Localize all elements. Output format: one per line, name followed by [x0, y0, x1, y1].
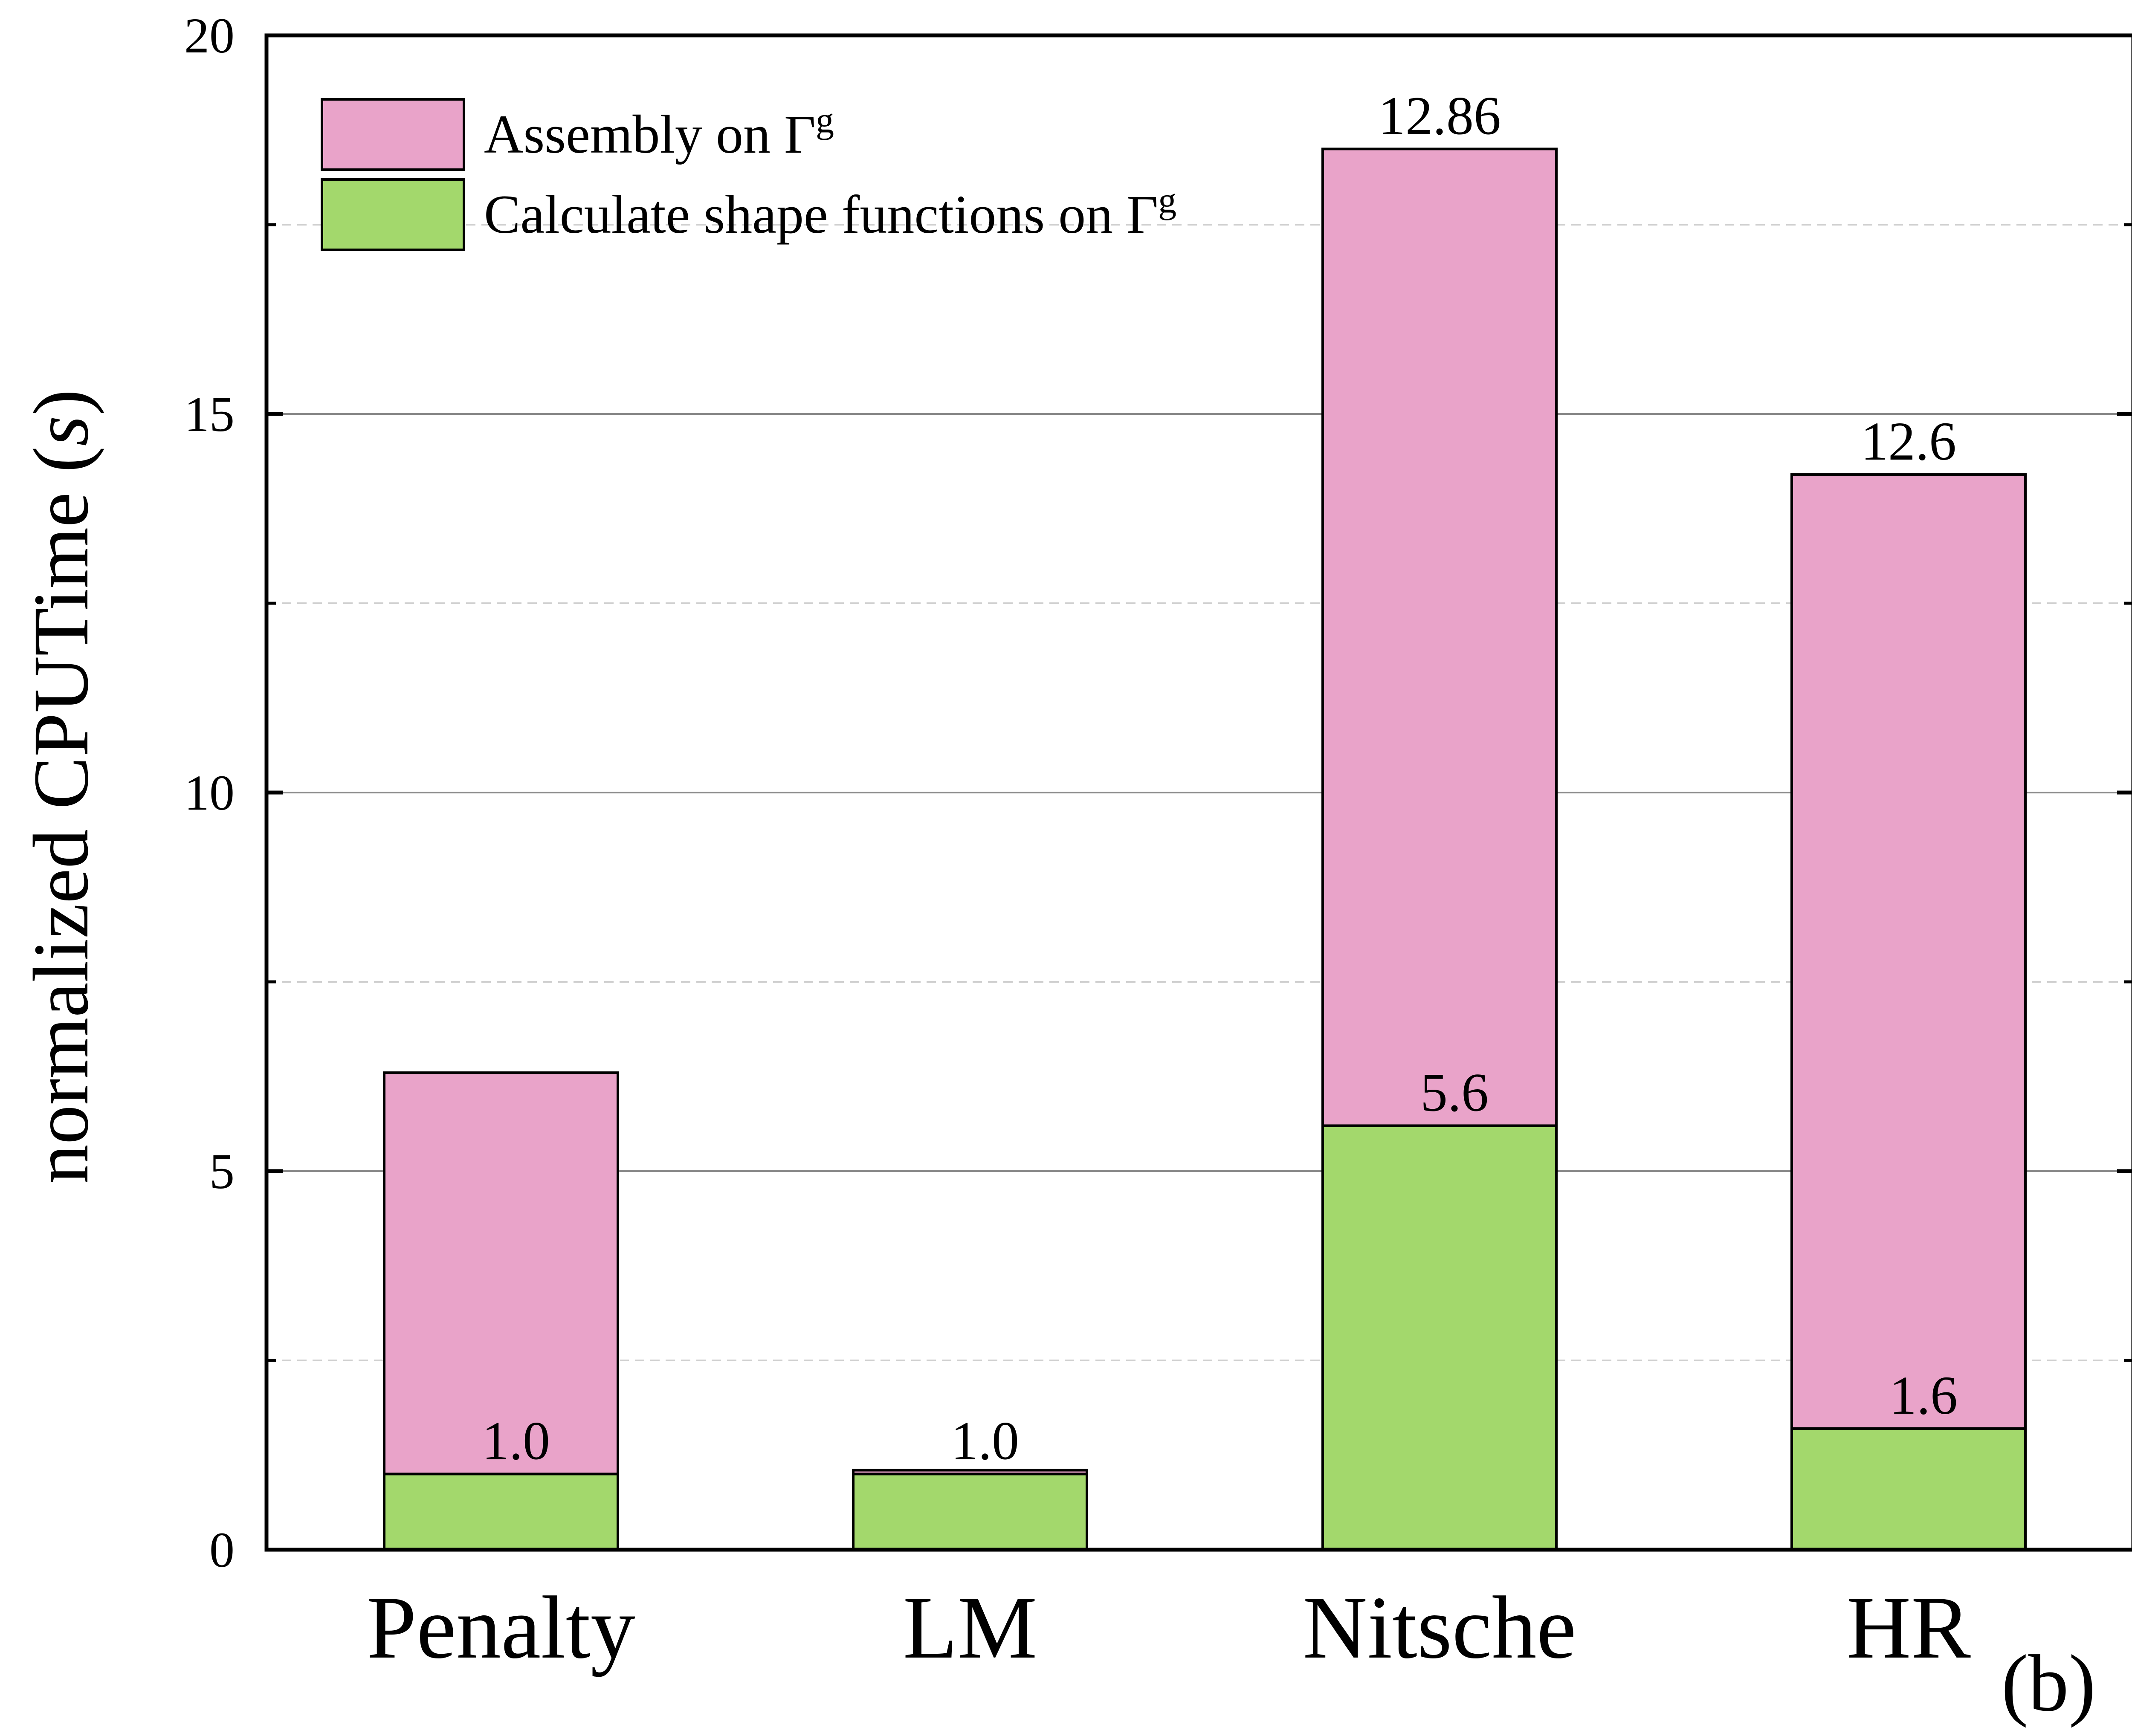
bar-nitsche-series-1: [1321, 148, 1558, 1127]
data-label-top: 12.6: [1861, 411, 1956, 472]
legend-label: Assembly on Γg: [484, 99, 834, 165]
panel-label: (b): [2001, 1639, 2096, 1728]
y-tick-label: 15: [184, 386, 235, 442]
bar-lm-series-1: [852, 1469, 1088, 1476]
bar-penalty-series-0: [383, 1473, 619, 1551]
data-label-bottom: 1.0: [482, 1410, 550, 1471]
bar-lm-series-0: [852, 1473, 1088, 1551]
bar-penalty-series-1: [383, 1071, 619, 1476]
x-tick-label: Nitsche: [1303, 1578, 1576, 1677]
x-tick-label: Penalty: [367, 1578, 635, 1677]
data-label-bottom: 1.6: [1889, 1365, 1958, 1426]
y-axis-label-text: normalized CPUTime (: [17, 446, 105, 1184]
y-tick-label: 0: [209, 1522, 235, 1578]
y-axis-label-unit: s: [17, 416, 105, 446]
labels: 0 5 10 15 20 1.0 Penalty 1.0 LM 5.6 12.86 Nitsche 1.…: [184, 8, 1971, 1677]
data-label-bottom: 5.6: [1420, 1062, 1489, 1123]
y-tick-label: 5: [209, 1143, 235, 1199]
legend-label: Calculate shape functions on Γg: [484, 179, 1176, 245]
x-tick-label: LM: [903, 1578, 1037, 1677]
x-tick-label: HR: [1846, 1578, 1971, 1677]
y-tick-label: 10: [184, 765, 235, 821]
legend-swatch: [321, 98, 465, 171]
bar-hr-series-1: [1790, 473, 2027, 1430]
data-label-top: 12.86: [1378, 85, 1501, 146]
legend-swatch: [321, 178, 465, 251]
y-axis-label-close: ): [17, 389, 105, 416]
bar-nitsche-series-0: [1321, 1124, 1558, 1551]
legend: Assembly on Γg Calculate shape functions …: [321, 98, 1176, 251]
axis-ticks: [266, 33, 2132, 1552]
data-label-bottom: 1.0: [951, 1410, 1019, 1471]
y-tick-label: 20: [184, 8, 235, 64]
bars: [383, 148, 2027, 1551]
y-axis-label: normalized CPUTime (s): [17, 389, 105, 1184]
bar-hr-series-0: [1790, 1427, 2027, 1551]
